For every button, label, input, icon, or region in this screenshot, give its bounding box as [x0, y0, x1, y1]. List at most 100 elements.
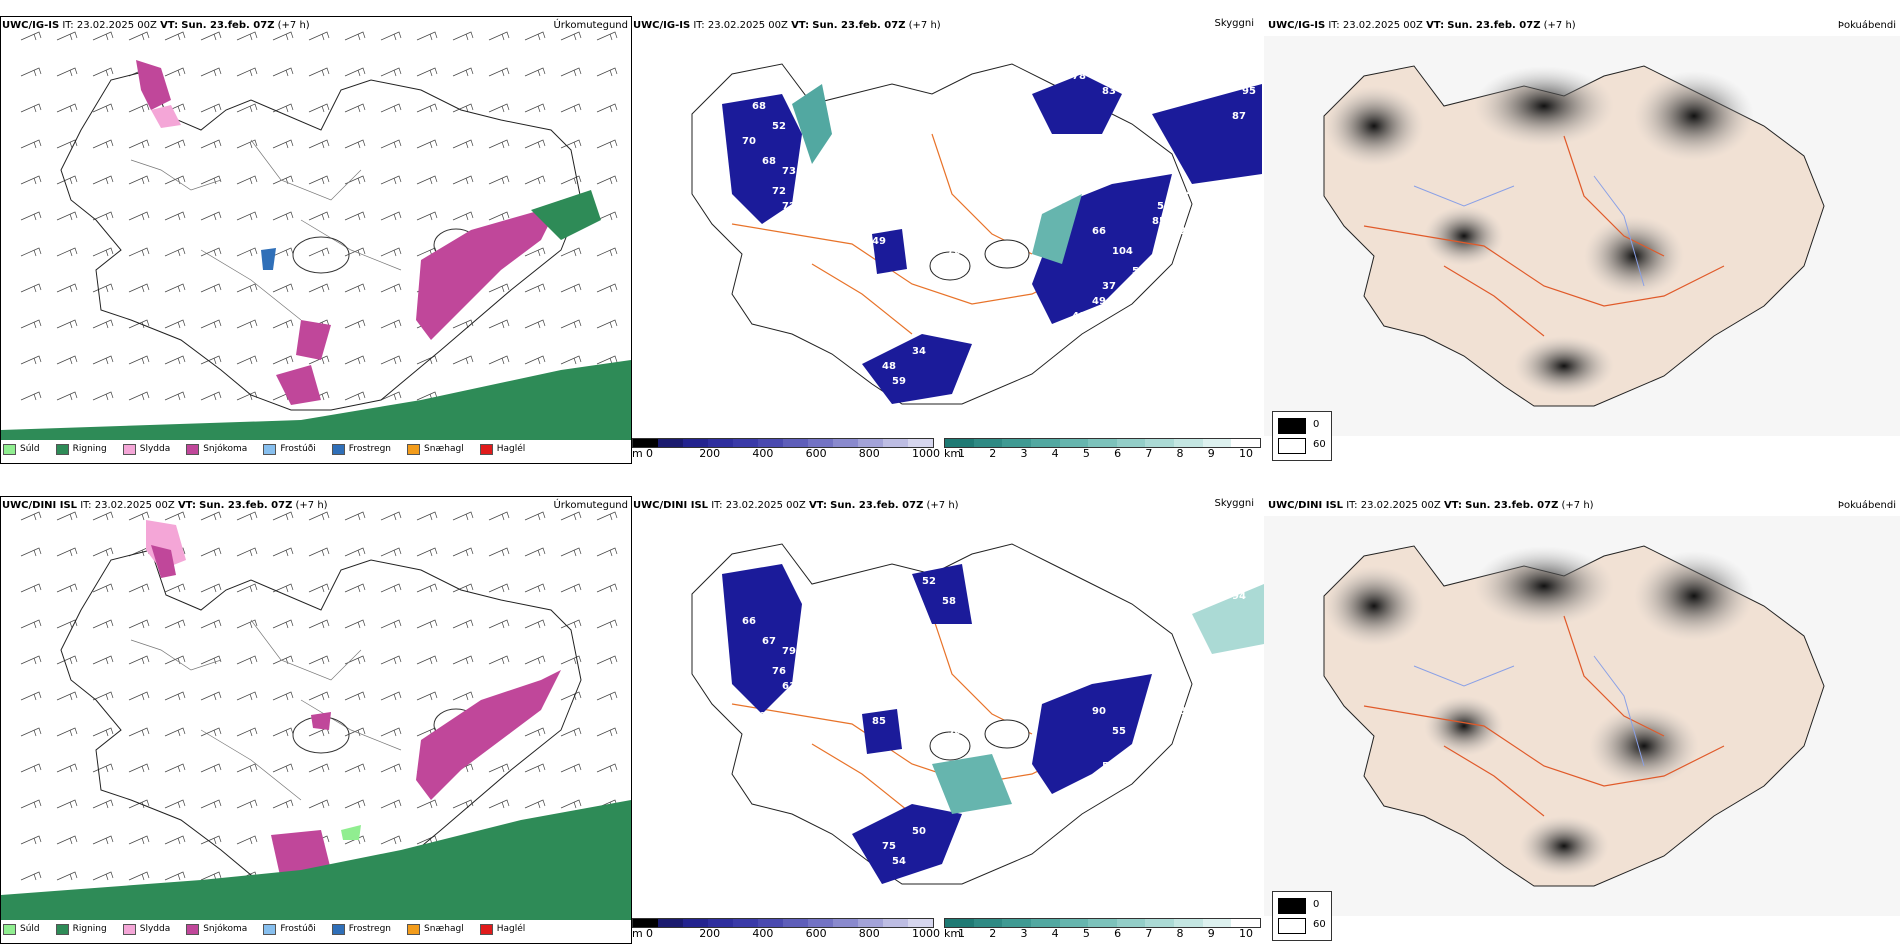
wind-barb [200, 583, 222, 593]
wind-barb [20, 31, 42, 41]
wind-barb [92, 583, 114, 593]
vt-label: VT: [160, 20, 179, 31]
wind-barb [164, 319, 186, 329]
colorbar-segment [833, 919, 858, 927]
colorbar-segment [1231, 919, 1261, 927]
cloud-base-label: 49 [872, 236, 886, 247]
wind-barb [92, 871, 114, 881]
wind-barb [416, 103, 438, 113]
lead-time: (+7 h) [908, 20, 941, 31]
wind-barb [308, 583, 330, 593]
wind-barb [416, 619, 438, 629]
wind-barb [344, 655, 366, 665]
cloud-base-label: 96 [947, 726, 961, 737]
vt-label: VT: [791, 20, 810, 31]
wind-barbs [20, 511, 618, 881]
wind-barb [452, 547, 474, 557]
colorbar-segment [833, 439, 858, 447]
wind-barb [92, 103, 114, 113]
wind-barb [596, 583, 618, 593]
legend-swatch [331, 923, 345, 935]
wind-barb [20, 871, 42, 881]
wind-barb [380, 103, 402, 113]
wind-barb [56, 391, 78, 401]
wind-barb [524, 175, 546, 185]
legend-label: Snjókoma [203, 924, 248, 934]
colorbar-segment [633, 439, 658, 447]
legend-label: Haglél [496, 924, 526, 934]
cloud-base-label: 85 [872, 716, 886, 727]
wind-barb [200, 319, 222, 329]
colorbar-tick: 800 [858, 927, 880, 940]
legend-item: Snjókoma [186, 443, 247, 455]
it-value: 23.02.2025 00Z [76, 20, 157, 31]
wind-barb [308, 247, 330, 257]
wind-barb [236, 175, 258, 185]
legend-swatch [479, 923, 493, 935]
legend-item: Snæhagl [407, 923, 464, 935]
wind-barb [488, 763, 510, 773]
wind-barb [92, 139, 114, 149]
colorbar-segment [758, 439, 783, 447]
cloud-base-label: 34 [912, 346, 926, 357]
vt-value: Sun. 23.feb. 07Z [1447, 20, 1541, 31]
wind-barb [236, 619, 258, 629]
colorbar-segment [708, 919, 733, 927]
wind-barb [56, 727, 78, 737]
wind-barb [164, 763, 186, 773]
cloud-base-label: 70 [742, 136, 756, 147]
panel-title: Skyggni [1214, 18, 1254, 29]
model-name: UWC/IG-IS [633, 20, 691, 31]
wind-barb [56, 583, 78, 593]
colorbar-unit: km [944, 927, 962, 940]
wind-barb [92, 247, 114, 257]
fog-map [1264, 516, 1900, 916]
cloud-base-label: 66 [1092, 226, 1106, 237]
wind-barb [488, 355, 510, 365]
wind-barb [524, 67, 546, 77]
cloud-base-label: 89 [1102, 566, 1116, 577]
wind-barb [272, 691, 294, 701]
panel-header: UWC/DINI ISL IT: 23.02.2025 00Z VT: Sun.… [1268, 500, 1594, 511]
colorbar-segment [908, 919, 933, 927]
wind-barb [128, 103, 150, 113]
colorbar-tick: 1000 [912, 927, 940, 940]
wind-barb [236, 763, 258, 773]
wind-barb [164, 211, 186, 221]
colorbar-segment [1030, 919, 1060, 927]
wind-barb [128, 247, 150, 257]
wind-barb [308, 547, 330, 557]
wind-barb [92, 619, 114, 629]
wind-barb [92, 835, 114, 845]
wind-barb [164, 799, 186, 809]
wind-barb [524, 727, 546, 737]
wind-barb [488, 31, 510, 41]
wind-barb [344, 211, 366, 221]
cloud-base-label: 72 [1172, 666, 1186, 677]
it-label: IT: [1346, 500, 1358, 511]
colorbar-tick: 4 [1051, 447, 1059, 460]
wind-barb [380, 247, 402, 257]
wind-barb [272, 547, 294, 557]
wind-barb [308, 799, 330, 809]
wind-barb [560, 283, 582, 293]
colorbar-segment [945, 439, 974, 447]
wind-barb [524, 139, 546, 149]
wind-barb [308, 31, 330, 41]
wind-barb [596, 31, 618, 41]
wind-barb [344, 103, 366, 113]
wind-barb [488, 319, 510, 329]
wind-barb [128, 139, 150, 149]
wind-barb [488, 283, 510, 293]
colorbar-tick: 6 [1114, 447, 1122, 460]
cloud-base-label: 104 [1112, 246, 1133, 257]
wind-barb [380, 799, 402, 809]
legend-label: Snæhagl [424, 444, 464, 454]
colorbar-tick: 2 [989, 447, 997, 460]
colorbar-segment [808, 439, 833, 447]
wind-barb [164, 67, 186, 77]
cloud-base-label: 55 [1112, 726, 1126, 737]
vt-value: Sun. 23.feb. 07Z [1465, 500, 1559, 511]
cloud-base-label: 80 [1072, 551, 1086, 562]
